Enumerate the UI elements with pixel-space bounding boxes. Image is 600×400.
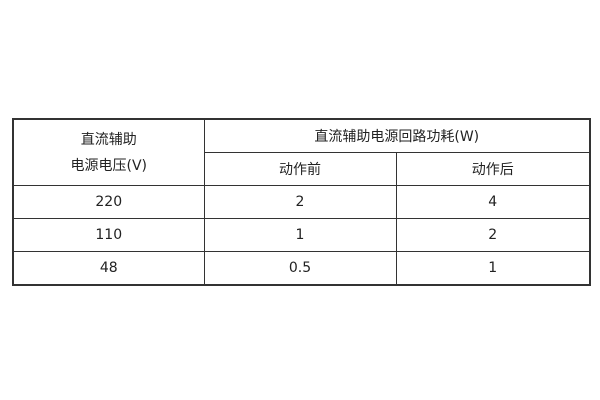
after-cell: 4 xyxy=(395,185,591,219)
voltage-header-line2: 电源电压(V) xyxy=(70,157,147,174)
subheader-row: 动作前 动作后 xyxy=(13,152,591,186)
before-cell: 2 xyxy=(203,185,397,219)
table-row: 110 1 2 xyxy=(12,218,591,252)
voltage-header-line1: 直流辅助 xyxy=(80,131,137,148)
header-row: 直流辅助 电源电压(V) 直流辅助电源回路功耗(W) xyxy=(12,118,591,186)
before-cell: 1 xyxy=(203,218,397,252)
after-header: 动作后 xyxy=(395,152,591,186)
table-row: 48 0.5 1 xyxy=(12,251,591,286)
voltage-header: 直流辅助 电源电压(V) xyxy=(12,118,205,186)
after-cell: 1 xyxy=(395,251,591,286)
table-row: 220 2 4 xyxy=(12,185,591,219)
after-cell: 2 xyxy=(395,218,591,252)
power-header: 直流辅助电源回路功耗(W) xyxy=(203,118,591,153)
before-header: 动作前 xyxy=(203,152,397,186)
power-consumption-table: 直流辅助 电源电压(V) 直流辅助电源回路功耗(W) 动作前 动作后 220 2… xyxy=(12,118,591,286)
before-cell: 0.5 xyxy=(203,251,397,286)
voltage-cell: 220 xyxy=(12,185,205,219)
voltage-cell: 48 xyxy=(12,251,205,286)
voltage-cell: 110 xyxy=(12,218,205,252)
